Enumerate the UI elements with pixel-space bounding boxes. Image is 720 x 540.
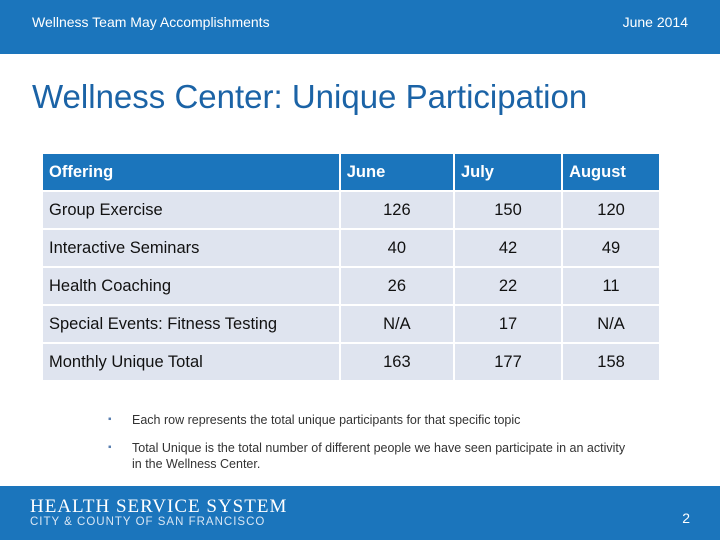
note-text: Total Unique is the total number of diff… [132, 441, 626, 471]
august-cell: 158 [561, 344, 659, 380]
bullet-icon: ▪ [108, 442, 112, 453]
note-item: ▪ Total Unique is the total number of di… [108, 440, 628, 472]
offering-cell: Interactive Seminars [43, 230, 339, 266]
august-cell: 49 [561, 230, 659, 266]
july-cell: 22 [452, 268, 562, 304]
august-cell: 11 [561, 268, 659, 304]
june-cell: 40 [338, 230, 453, 266]
august-cell: 120 [561, 192, 659, 228]
notes-list: ▪ Each row represents the total unique p… [108, 412, 628, 484]
offering-cell: Monthly Unique Total [43, 344, 339, 380]
bullet-icon: ▪ [108, 414, 112, 425]
slide-title: Wellness Center: Unique Participation [32, 78, 588, 115]
july-cell: 177 [452, 344, 562, 380]
june-cell: N/A [338, 306, 453, 342]
organization-subtitle: CITY & COUNTY OF SAN FRANCISCO [30, 516, 266, 528]
offering-cell: Health Coaching [43, 268, 339, 304]
table-row: Group Exercise 126 150 120 [43, 192, 659, 228]
table-row-total: Monthly Unique Total 163 177 158 [43, 344, 659, 380]
participation-table: Offering June July August Group Exercise… [43, 152, 659, 382]
header-left-text: Wellness Team May Accomplishments [32, 14, 270, 30]
offering-cell: Group Exercise [43, 192, 339, 228]
header-date: June 2014 [622, 14, 688, 30]
page-number: 2 [682, 510, 690, 526]
header-bar: Wellness Team May Accomplishments June 2… [0, 0, 720, 54]
july-cell: 150 [452, 192, 562, 228]
june-cell: 163 [338, 344, 453, 380]
footer-bar: HEALTH SERVICE SYSTEM CITY & COUNTY OF S… [0, 486, 720, 540]
table-row: Special Events: Fitness Testing N/A 17 N… [43, 306, 659, 342]
table-header-row: Offering June July August [43, 154, 659, 190]
june-cell: 26 [338, 268, 453, 304]
note-text: Each row represents the total unique par… [132, 413, 521, 427]
offering-cell: Special Events: Fitness Testing [43, 306, 339, 342]
column-header-offering: Offering [43, 154, 339, 190]
august-cell: N/A [561, 306, 659, 342]
july-cell: 42 [452, 230, 562, 266]
note-item: ▪ Each row represents the total unique p… [108, 412, 628, 428]
july-cell: 17 [452, 306, 562, 342]
organization-logo: HEALTH SERVICE SYSTEM [30, 496, 288, 517]
table-row: Health Coaching 26 22 11 [43, 268, 659, 304]
june-cell: 126 [338, 192, 453, 228]
table-row: Interactive Seminars 40 42 49 [43, 230, 659, 266]
column-header-august: August [561, 154, 659, 190]
column-header-july: July [452, 154, 562, 190]
column-header-june: June [338, 154, 453, 190]
